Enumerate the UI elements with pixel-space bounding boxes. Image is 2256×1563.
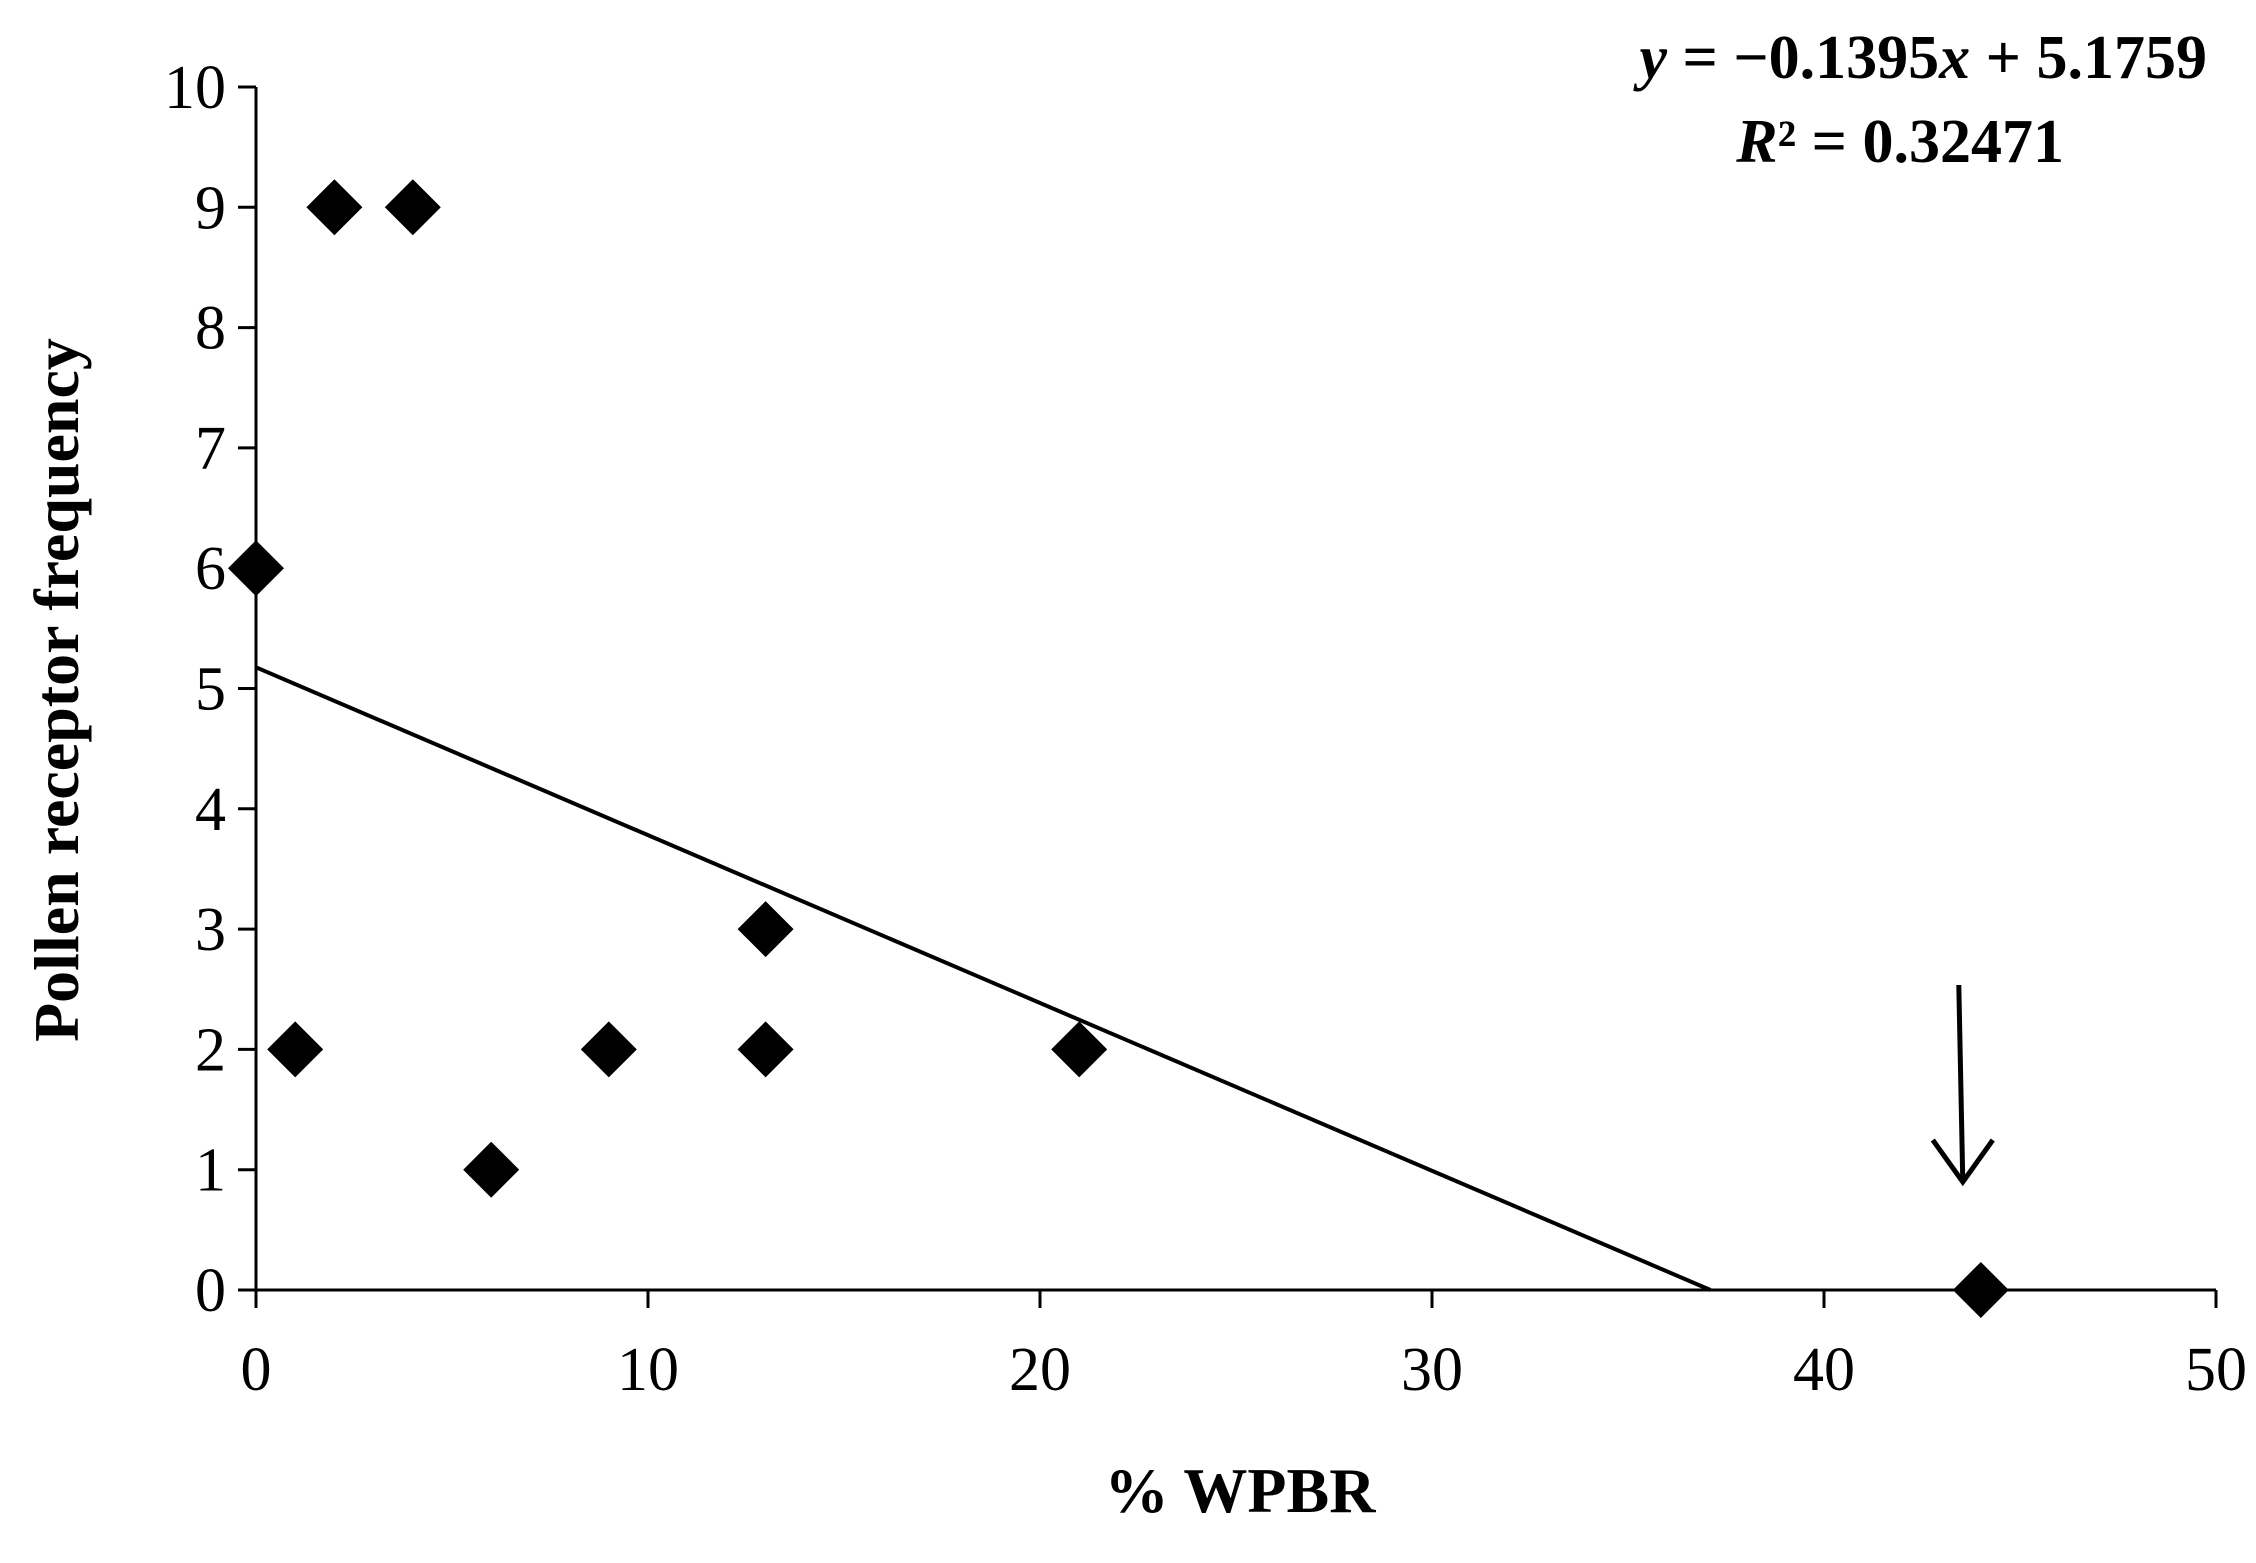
r2-symbol: R [1735, 108, 1777, 176]
x-axis-title: % WPBR [1105, 1455, 1377, 1526]
y-tick-label: 1 [195, 1137, 226, 1205]
y-ticks: 0 1 2 3 4 5 6 7 8 9 10 [164, 54, 256, 1325]
data-point [737, 901, 794, 958]
data-point [267, 1021, 324, 1078]
axes [254, 87, 2216, 1292]
y-axis-title: Pollen receptor frequency [21, 338, 92, 1042]
equation-intercept: + 5.1759 [1970, 24, 2207, 92]
x-tick-label: 20 [1009, 1336, 1071, 1404]
y-tick-label: 7 [195, 415, 226, 483]
data-points [228, 179, 2009, 1318]
arrow-annotation [1930, 984, 1995, 1187]
x-tick-label: 50 [2185, 1336, 2247, 1404]
equation-x-var: x [1938, 24, 1970, 92]
x-tick-label: 0 [241, 1336, 272, 1404]
equation-slope: = −0.1395 [1667, 24, 1939, 92]
x-tick-label: 30 [1401, 1336, 1463, 1404]
y-tick-label: 8 [195, 295, 226, 363]
data-point [1051, 1021, 1108, 1078]
data-point [737, 1021, 794, 1078]
x-ticks: 0 10 20 30 40 50 [241, 1290, 2247, 1404]
trendline-equation: y = −0.1395x + 5.1759 [1632, 24, 2207, 92]
data-point [1952, 1262, 2009, 1318]
y-tick-label: 6 [195, 535, 226, 603]
trendline [255, 665, 1712, 1292]
y-tick-label: 9 [195, 174, 226, 242]
data-point [306, 179, 363, 236]
y-tick-label: 5 [195, 656, 226, 724]
arrow-head [1930, 1138, 1995, 1187]
data-point [384, 179, 441, 236]
x-tick-label: 40 [1793, 1336, 1855, 1404]
equation-y-var: y [1632, 24, 1667, 92]
x-tick-label: 10 [617, 1336, 679, 1404]
y-tick-label: 10 [164, 54, 226, 122]
y-tick-label: 4 [195, 776, 226, 844]
y-tick-label: 0 [195, 1257, 226, 1325]
r-squared-label: R² = 0.32471 [1735, 108, 2064, 176]
arrow-shaft [1956, 984, 1966, 1183]
r2-value: ² = 0.32471 [1778, 108, 2064, 176]
data-point [580, 1021, 637, 1078]
y-tick-label: 2 [195, 1016, 226, 1084]
data-point [228, 540, 284, 597]
y-tick-label: 3 [195, 896, 226, 964]
data-point [463, 1141, 520, 1198]
